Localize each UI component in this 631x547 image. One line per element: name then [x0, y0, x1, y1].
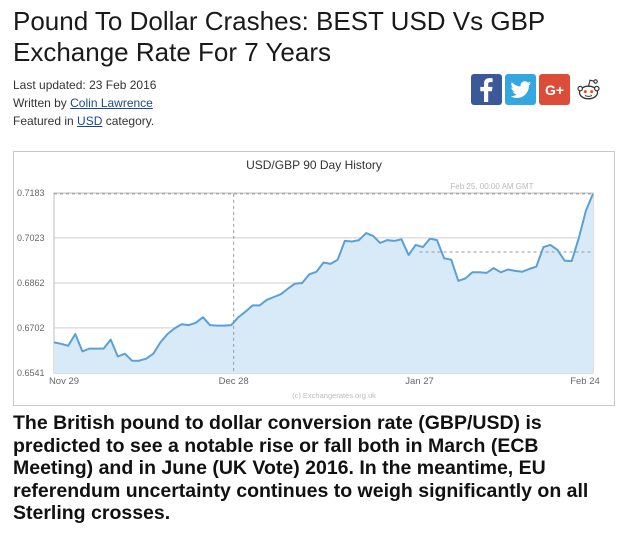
- twitter-share-button[interactable]: [505, 74, 536, 105]
- x-tick-label: Feb 24: [570, 376, 600, 387]
- y-tick-label: 0.6862: [17, 278, 45, 288]
- series-line: [53, 193, 594, 362]
- last-updated-label: Last updated:: [13, 78, 90, 92]
- y-tick-label: 0.7183: [17, 188, 45, 198]
- last-updated: Last updated: 23 Feb 2016: [13, 76, 156, 94]
- article-meta: Last updated: 23 Feb 2016 Written by Col…: [13, 76, 156, 130]
- featured-in: Featured in USD category.: [13, 112, 156, 130]
- written-by-label: Written by: [13, 96, 71, 110]
- x-tick-label: Dec 28: [219, 376, 249, 387]
- article-body: The British pound to dollar conversion r…: [13, 412, 589, 524]
- chart-title: USD/GBP 90 Day History: [246, 158, 382, 172]
- reddit-share-button[interactable]: [573, 74, 604, 105]
- x-tick-label: Jan 27: [405, 376, 434, 387]
- usd-gbp-chart: USD/GBP 90 Day History 0.7183 0.7023 0.6862…: [13, 151, 615, 406]
- twitter-icon: [510, 81, 531, 98]
- chart-watermark: (c) Exchangerates.org.uk: [292, 391, 376, 400]
- social-share-bar: G+: [471, 74, 604, 105]
- chart-svg: USD/GBP 90 Day History 0.7183 0.7023 0.6862…: [17, 158, 600, 400]
- article-title: Pound To Dollar Crashes: BEST USD Vs GBP…: [13, 6, 545, 67]
- byline: Written by Colin Lawrence: [13, 94, 156, 112]
- reddit-icon: [577, 79, 600, 100]
- series-area: [54, 193, 593, 373]
- chart-annotation: Feb 25, 00:00 AM GMT: [450, 182, 533, 191]
- google-plus-icon: G+: [544, 81, 565, 98]
- y-tick-label: 0.6541: [17, 368, 45, 378]
- x-tick-label: Nov 29: [49, 376, 79, 387]
- facebook-icon: [480, 78, 493, 102]
- googleplus-share-button[interactable]: G+: [539, 74, 570, 105]
- featured-suffix: category.: [102, 114, 155, 128]
- author-link[interactable]: Colin Lawrence: [70, 96, 153, 110]
- featured-prefix: Featured in: [13, 114, 78, 128]
- facebook-share-button[interactable]: [471, 74, 502, 105]
- category-link[interactable]: USD: [77, 114, 103, 128]
- y-tick-label: 0.6702: [17, 323, 45, 333]
- y-tick-label: 0.7023: [17, 233, 45, 243]
- last-updated-date: 23 Feb 2016: [89, 78, 157, 92]
